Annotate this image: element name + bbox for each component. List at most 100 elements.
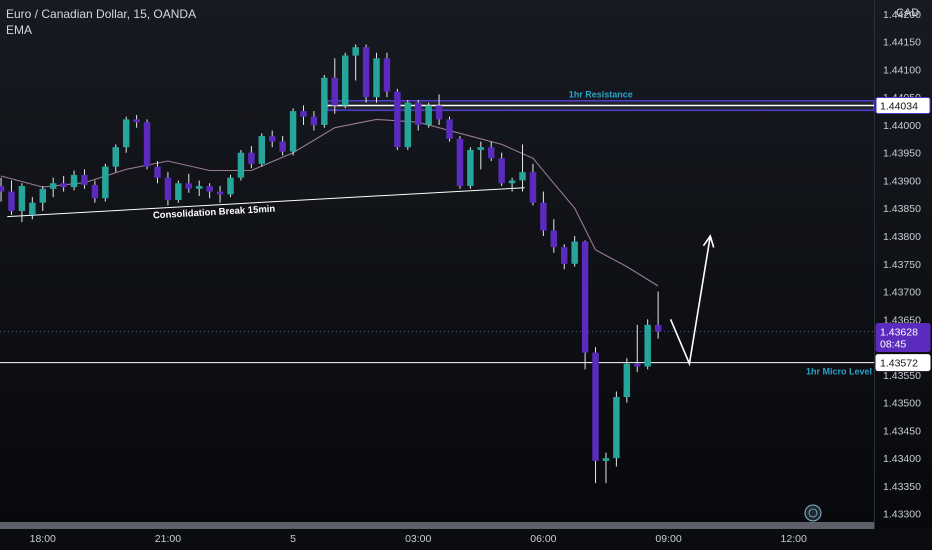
candle[interactable] [39, 186, 46, 212]
candle[interactable] [540, 191, 547, 237]
candle-body [634, 363, 641, 367]
candle[interactable] [467, 147, 474, 189]
candle[interactable] [404, 99, 412, 150]
time-axis-scrollbar[interactable] [0, 522, 874, 529]
candle[interactable] [383, 52, 391, 98]
candle[interactable] [0, 177, 5, 202]
micro-level-price-badge[interactable]: 1.43572 [875, 354, 931, 372]
current-price-badge-bg [875, 323, 931, 353]
candle[interactable] [91, 180, 99, 203]
candle[interactable] [258, 133, 266, 167]
candle[interactable] [508, 177, 516, 192]
candle[interactable] [143, 119, 151, 170]
candle[interactable] [592, 347, 599, 484]
consolidation-trendline[interactable] [7, 187, 525, 218]
candle[interactable] [488, 141, 495, 162]
candle[interactable] [164, 172, 172, 206]
candle-body [18, 186, 26, 212]
candle[interactable] [498, 152, 505, 187]
candle[interactable] [185, 173, 193, 193]
candle[interactable] [550, 219, 558, 253]
candle[interactable] [18, 183, 26, 223]
resistance-label: 1hr Resistance [569, 90, 633, 100]
candle[interactable] [112, 144, 120, 173]
candle[interactable] [571, 236, 578, 267]
candle[interactable] [623, 358, 631, 403]
consolidation-label: Consolidation Break 15min [153, 204, 276, 222]
candle-body [477, 147, 485, 150]
time-tick-label: 03:00 [405, 533, 431, 545]
candle[interactable] [414, 99, 422, 131]
candle[interactable] [644, 319, 651, 370]
candle[interactable] [195, 180, 203, 197]
globe-icon[interactable] [804, 504, 822, 522]
candle[interactable] [310, 111, 318, 131]
candle[interactable] [456, 136, 464, 189]
time-tick-label: 5 [290, 533, 296, 545]
candle[interactable] [227, 174, 234, 198]
candle[interactable] [321, 74, 328, 128]
candle-body [654, 324, 662, 332]
candle[interactable] [394, 88, 401, 150]
candle[interactable] [206, 183, 213, 199]
candles-layer[interactable] [0, 44, 662, 484]
candle[interactable] [435, 94, 443, 125]
candle[interactable] [216, 186, 224, 203]
resistance-price-badge[interactable]: 1.44034 [875, 97, 931, 115]
price-tick-label: 1.44000 [883, 120, 921, 132]
candle-body [133, 119, 140, 123]
candle-body [29, 202, 36, 215]
candle[interactable] [519, 144, 526, 192]
indicator-label[interactable]: EMA [6, 23, 33, 37]
candle[interactable] [425, 102, 432, 128]
candle[interactable] [81, 169, 88, 189]
candle[interactable] [602, 452, 610, 484]
candle[interactable] [300, 105, 307, 125]
candle[interactable] [654, 291, 662, 339]
candle[interactable] [29, 197, 36, 220]
candle[interactable] [341, 52, 349, 109]
candle[interactable] [133, 114, 140, 128]
candle[interactable] [279, 136, 286, 156]
candle[interactable] [60, 176, 67, 192]
candle-body [394, 91, 401, 148]
candle[interactable] [634, 324, 641, 373]
candle[interactable] [529, 163, 537, 206]
candle[interactable] [446, 116, 453, 142]
price-axis-layer[interactable]: 1.442001.441501.441001.440501.440001.439… [875, 9, 931, 521]
current-price-badge-text: 1.43628 [880, 327, 918, 339]
candle[interactable] [362, 44, 370, 103]
time-axis-bg [0, 529, 932, 550]
candle[interactable] [248, 146, 255, 169]
time-axis-layer[interactable]: 18:00 21:00 5 03:00 06:00 09:00 12:00 [0, 504, 932, 550]
candle[interactable] [561, 244, 568, 270]
candle-body [227, 177, 234, 195]
candle[interactable] [237, 149, 245, 181]
candle[interactable] [613, 391, 620, 467]
candle[interactable] [154, 161, 161, 184]
candle[interactable] [175, 180, 182, 203]
candle[interactable] [331, 58, 339, 114]
chart-title: Euro / Canadian Dollar, 15, OANDA [6, 7, 197, 21]
candle[interactable] [70, 170, 78, 191]
candle[interactable] [477, 141, 485, 170]
candle[interactable] [102, 163, 109, 202]
candle-body [195, 186, 203, 189]
candle-body [268, 136, 276, 142]
candle[interactable] [122, 116, 130, 153]
price-tick-label: 1.43850 [883, 203, 921, 215]
candle[interactable] [49, 177, 57, 198]
candle[interactable] [352, 44, 359, 81]
candle-body [206, 186, 213, 192]
candle[interactable] [268, 130, 276, 148]
candle[interactable] [581, 240, 589, 370]
candle[interactable] [373, 52, 380, 103]
time-tick-label: 18:00 [30, 533, 56, 545]
price-tick-label: 1.43400 [883, 453, 921, 465]
candle[interactable] [8, 180, 15, 215]
projection-path[interactable] [669, 235, 712, 367]
candle[interactable] [289, 108, 297, 156]
